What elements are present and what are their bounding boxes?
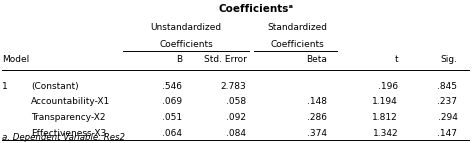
Text: .546: .546: [163, 82, 182, 91]
Text: Unstandardized: Unstandardized: [150, 23, 222, 32]
Text: .196: .196: [378, 82, 398, 91]
Text: .051: .051: [163, 113, 182, 122]
Text: .084: .084: [227, 129, 246, 138]
Text: 1.812: 1.812: [373, 113, 398, 122]
Text: .147: .147: [438, 129, 457, 138]
Text: Std. Error: Std. Error: [204, 55, 246, 64]
Text: 2.783: 2.783: [221, 82, 246, 91]
Text: (Constant): (Constant): [31, 82, 78, 91]
Text: .374: .374: [307, 129, 327, 138]
Text: .092: .092: [227, 113, 246, 122]
Text: .286: .286: [307, 113, 327, 122]
Text: B: B: [176, 55, 182, 64]
Text: Coefficientsᵃ: Coefficientsᵃ: [219, 4, 293, 14]
Text: Coefficients: Coefficients: [271, 40, 324, 49]
Text: Transparency-X2: Transparency-X2: [31, 113, 105, 122]
Text: t: t: [394, 55, 398, 64]
Text: Effectiveness-X3: Effectiveness-X3: [31, 129, 106, 138]
Text: Accountability-X1: Accountability-X1: [31, 97, 110, 106]
Text: Sig.: Sig.: [440, 55, 457, 64]
Text: 1: 1: [2, 82, 8, 91]
Text: Beta: Beta: [306, 55, 327, 64]
Text: .069: .069: [163, 97, 182, 106]
Text: .058: .058: [227, 97, 246, 106]
Text: .064: .064: [163, 129, 182, 138]
Text: .148: .148: [307, 97, 327, 106]
Text: a. Dependent Variable: Res2: a. Dependent Variable: Res2: [2, 133, 125, 142]
Text: 1.342: 1.342: [373, 129, 398, 138]
Text: 1.194: 1.194: [373, 97, 398, 106]
Text: .845: .845: [438, 82, 457, 91]
Text: .237: .237: [438, 97, 457, 106]
Text: Coefficients: Coefficients: [159, 40, 213, 49]
Text: Model: Model: [2, 55, 29, 64]
Text: .294: .294: [438, 113, 457, 122]
Text: Standardized: Standardized: [267, 23, 328, 32]
